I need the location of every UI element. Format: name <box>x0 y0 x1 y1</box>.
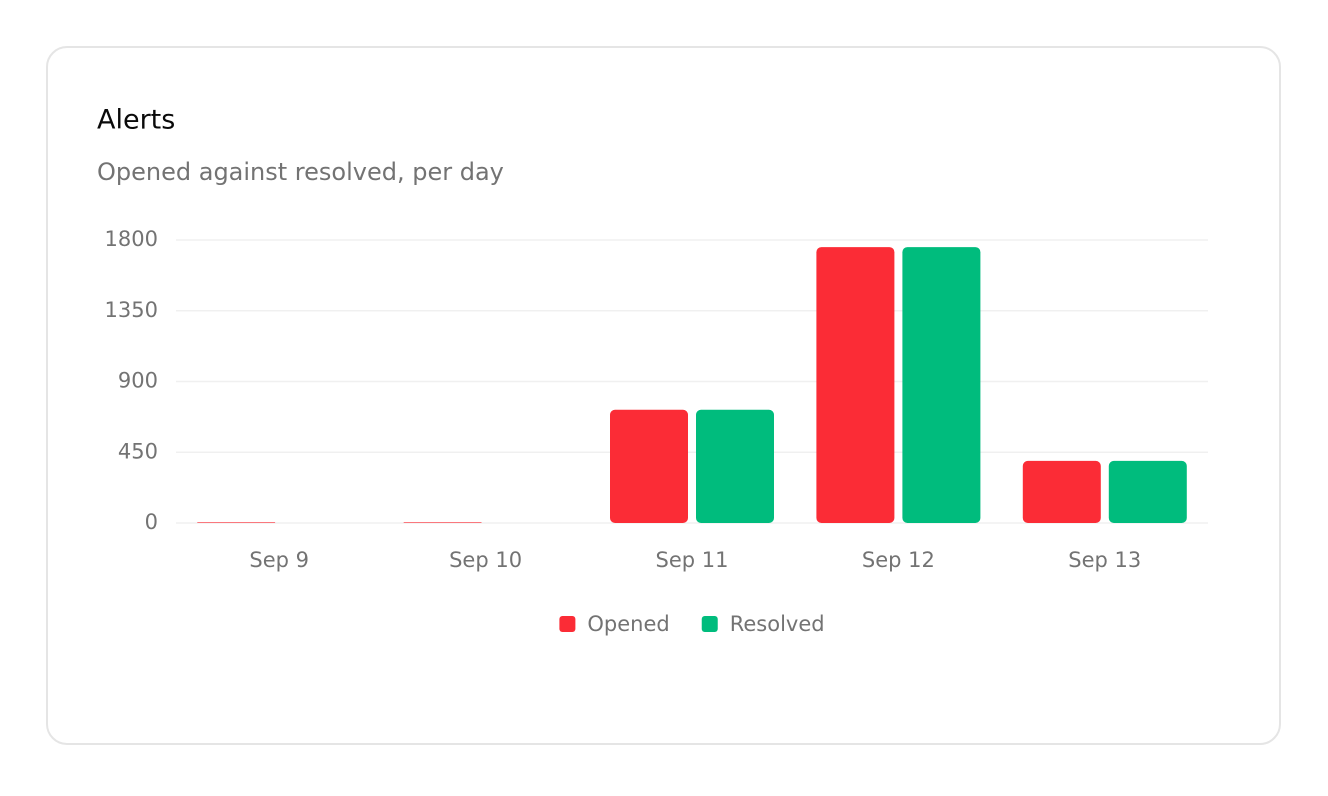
bar <box>696 409 774 523</box>
x-tick-label: Sep 13 <box>1068 548 1141 572</box>
legend: Opened Resolved <box>559 612 825 636</box>
bar <box>902 247 981 523</box>
chart-title: Alerts <box>97 105 175 136</box>
bar <box>197 522 276 523</box>
bar <box>403 522 482 523</box>
x-tick-label: Sep 9 <box>249 548 309 572</box>
y-tick-label: 1800 <box>105 227 158 251</box>
bar <box>1022 460 1101 523</box>
bar <box>816 247 895 523</box>
bar <box>610 409 688 523</box>
x-tick-label: Sep 11 <box>656 548 729 572</box>
x-tick-label: Sep 12 <box>862 548 935 572</box>
card <box>46 46 1281 745</box>
y-tick-label: 0 <box>145 510 158 534</box>
bar <box>1108 460 1187 523</box>
legend-swatch <box>701 616 718 632</box>
y-tick-label: 450 <box>118 439 158 463</box>
y-tick-label: 1350 <box>105 298 158 322</box>
y-tick-label: 900 <box>118 369 158 393</box>
x-tick-label: Sep 10 <box>449 548 522 572</box>
legend-label: Resolved <box>730 612 825 636</box>
chart-subtitle: Opened against resolved, per day <box>97 158 504 186</box>
legend-label: Opened <box>587 612 669 636</box>
legend-swatch <box>559 616 576 632</box>
